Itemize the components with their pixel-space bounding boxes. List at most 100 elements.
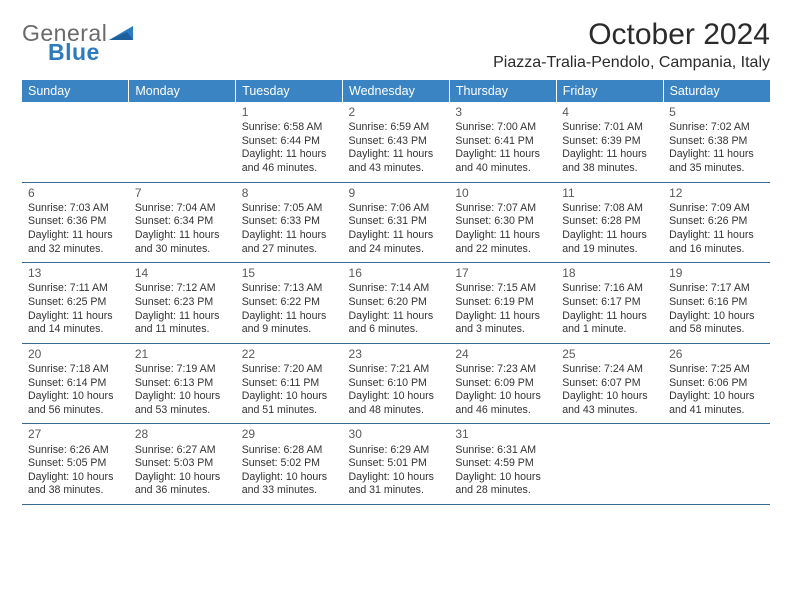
day-number: 30 bbox=[349, 427, 444, 442]
calendar-day-cell: 6Sunrise: 7:03 AMSunset: 6:36 PMDaylight… bbox=[22, 182, 129, 263]
calendar-day-cell: 3Sunrise: 7:00 AMSunset: 6:41 PMDaylight… bbox=[449, 102, 556, 182]
sunset-text: Sunset: 6:33 PM bbox=[242, 215, 337, 229]
day-number: 21 bbox=[135, 347, 230, 362]
logo: General Blue bbox=[22, 22, 135, 64]
daylight-line-2: and 38 minutes. bbox=[28, 484, 123, 498]
logo-triangle-icon bbox=[109, 22, 135, 46]
day-number: 2 bbox=[349, 105, 444, 120]
daylight-line-2: and 33 minutes. bbox=[242, 484, 337, 498]
calendar-week-row: 6Sunrise: 7:03 AMSunset: 6:36 PMDaylight… bbox=[22, 182, 770, 263]
day-number: 24 bbox=[455, 347, 550, 362]
sunset-text: Sunset: 6:09 PM bbox=[455, 377, 550, 391]
daylight-line-2: and 16 minutes. bbox=[669, 243, 764, 257]
sunrise-text: Sunrise: 7:01 AM bbox=[562, 121, 657, 135]
sunrise-text: Sunrise: 7:05 AM bbox=[242, 202, 337, 216]
day-number: 22 bbox=[242, 347, 337, 362]
day-number: 1 bbox=[242, 105, 337, 120]
day-number: 18 bbox=[562, 266, 657, 281]
daylight-line-1: Daylight: 10 hours bbox=[135, 471, 230, 485]
dayname-sunday: Sunday bbox=[22, 80, 129, 102]
daylight-line-2: and 40 minutes. bbox=[455, 162, 550, 176]
sunset-text: Sunset: 6:06 PM bbox=[669, 377, 764, 391]
sunset-text: Sunset: 6:38 PM bbox=[669, 135, 764, 149]
daylight-line-1: Daylight: 10 hours bbox=[349, 471, 444, 485]
day-number: 13 bbox=[28, 266, 123, 281]
daylight-line-2: and 3 minutes. bbox=[455, 323, 550, 337]
location-subtitle: Piazza-Tralia-Pendolo, Campania, Italy bbox=[493, 54, 770, 72]
daylight-line-1: Daylight: 11 hours bbox=[562, 148, 657, 162]
daylight-line-1: Daylight: 10 hours bbox=[669, 310, 764, 324]
day-number: 3 bbox=[455, 105, 550, 120]
calendar-day-cell: 29Sunrise: 6:28 AMSunset: 5:02 PMDayligh… bbox=[236, 424, 343, 505]
calendar-day-cell: 19Sunrise: 7:17 AMSunset: 6:16 PMDayligh… bbox=[663, 263, 770, 344]
calendar-day-cell bbox=[129, 102, 236, 182]
sunrise-text: Sunrise: 7:08 AM bbox=[562, 202, 657, 216]
sunset-text: Sunset: 6:44 PM bbox=[242, 135, 337, 149]
sunset-text: Sunset: 6:41 PM bbox=[455, 135, 550, 149]
calendar-day-cell: 16Sunrise: 7:14 AMSunset: 6:20 PMDayligh… bbox=[343, 263, 450, 344]
sunrise-text: Sunrise: 7:13 AM bbox=[242, 282, 337, 296]
daylight-line-1: Daylight: 11 hours bbox=[349, 148, 444, 162]
daylight-line-2: and 1 minute. bbox=[562, 323, 657, 337]
sunset-text: Sunset: 6:10 PM bbox=[349, 377, 444, 391]
day-number: 7 bbox=[135, 186, 230, 201]
daylight-line-2: and 28 minutes. bbox=[455, 484, 550, 498]
calendar-day-cell: 2Sunrise: 6:59 AMSunset: 6:43 PMDaylight… bbox=[343, 102, 450, 182]
calendar-day-cell: 15Sunrise: 7:13 AMSunset: 6:22 PMDayligh… bbox=[236, 263, 343, 344]
daylight-line-2: and 56 minutes. bbox=[28, 404, 123, 418]
calendar-day-cell bbox=[556, 424, 663, 505]
daylight-line-2: and 19 minutes. bbox=[562, 243, 657, 257]
sunset-text: Sunset: 6:30 PM bbox=[455, 215, 550, 229]
sunrise-text: Sunrise: 7:23 AM bbox=[455, 363, 550, 377]
daylight-line-2: and 9 minutes. bbox=[242, 323, 337, 337]
day-number: 25 bbox=[562, 347, 657, 362]
calendar-day-cell: 9Sunrise: 7:06 AMSunset: 6:31 PMDaylight… bbox=[343, 182, 450, 263]
daylight-line-2: and 43 minutes. bbox=[562, 404, 657, 418]
daylight-line-1: Daylight: 11 hours bbox=[349, 229, 444, 243]
daylight-line-2: and 41 minutes. bbox=[669, 404, 764, 418]
sunrise-text: Sunrise: 6:29 AM bbox=[349, 444, 444, 458]
daylight-line-2: and 46 minutes. bbox=[455, 404, 550, 418]
calendar-day-cell: 13Sunrise: 7:11 AMSunset: 6:25 PMDayligh… bbox=[22, 263, 129, 344]
sunrise-text: Sunrise: 6:58 AM bbox=[242, 121, 337, 135]
calendar-week-row: 27Sunrise: 6:26 AMSunset: 5:05 PMDayligh… bbox=[22, 424, 770, 505]
sunset-text: Sunset: 5:03 PM bbox=[135, 457, 230, 471]
daylight-line-1: Daylight: 11 hours bbox=[455, 148, 550, 162]
sunset-text: Sunset: 6:34 PM bbox=[135, 215, 230, 229]
calendar-header-row: Sunday Monday Tuesday Wednesday Thursday… bbox=[22, 80, 770, 102]
calendar-day-cell: 12Sunrise: 7:09 AMSunset: 6:26 PMDayligh… bbox=[663, 182, 770, 263]
sunset-text: Sunset: 6:26 PM bbox=[669, 215, 764, 229]
day-number: 10 bbox=[455, 186, 550, 201]
daylight-line-2: and 36 minutes. bbox=[135, 484, 230, 498]
sunrise-text: Sunrise: 7:14 AM bbox=[349, 282, 444, 296]
header: General Blue October 2024 Piazza-Tralia-… bbox=[22, 18, 770, 72]
sunset-text: Sunset: 6:07 PM bbox=[562, 377, 657, 391]
sunset-text: Sunset: 6:28 PM bbox=[562, 215, 657, 229]
day-number: 15 bbox=[242, 266, 337, 281]
daylight-line-1: Daylight: 10 hours bbox=[455, 471, 550, 485]
calendar-day-cell: 4Sunrise: 7:01 AMSunset: 6:39 PMDaylight… bbox=[556, 102, 663, 182]
daylight-line-1: Daylight: 11 hours bbox=[28, 229, 123, 243]
day-number: 29 bbox=[242, 427, 337, 442]
calendar-day-cell: 25Sunrise: 7:24 AMSunset: 6:07 PMDayligh… bbox=[556, 343, 663, 424]
sunset-text: Sunset: 6:11 PM bbox=[242, 377, 337, 391]
sunrise-text: Sunrise: 7:17 AM bbox=[669, 282, 764, 296]
daylight-line-2: and 58 minutes. bbox=[669, 323, 764, 337]
sunset-text: Sunset: 6:39 PM bbox=[562, 135, 657, 149]
daylight-line-2: and 11 minutes. bbox=[135, 323, 230, 337]
daylight-line-1: Daylight: 11 hours bbox=[242, 229, 337, 243]
daylight-line-1: Daylight: 10 hours bbox=[28, 390, 123, 404]
daylight-line-2: and 30 minutes. bbox=[135, 243, 230, 257]
sunset-text: Sunset: 6:22 PM bbox=[242, 296, 337, 310]
daylight-line-2: and 43 minutes. bbox=[349, 162, 444, 176]
calendar-day-cell: 14Sunrise: 7:12 AMSunset: 6:23 PMDayligh… bbox=[129, 263, 236, 344]
daylight-line-1: Daylight: 10 hours bbox=[455, 390, 550, 404]
daylight-line-1: Daylight: 11 hours bbox=[135, 229, 230, 243]
sunset-text: Sunset: 6:20 PM bbox=[349, 296, 444, 310]
daylight-line-2: and 46 minutes. bbox=[242, 162, 337, 176]
calendar-day-cell: 7Sunrise: 7:04 AMSunset: 6:34 PMDaylight… bbox=[129, 182, 236, 263]
sunset-text: Sunset: 6:23 PM bbox=[135, 296, 230, 310]
sunrise-text: Sunrise: 7:18 AM bbox=[28, 363, 123, 377]
logo-word-2: Blue bbox=[48, 41, 100, 64]
calendar-page: General Blue October 2024 Piazza-Tralia-… bbox=[0, 0, 792, 519]
